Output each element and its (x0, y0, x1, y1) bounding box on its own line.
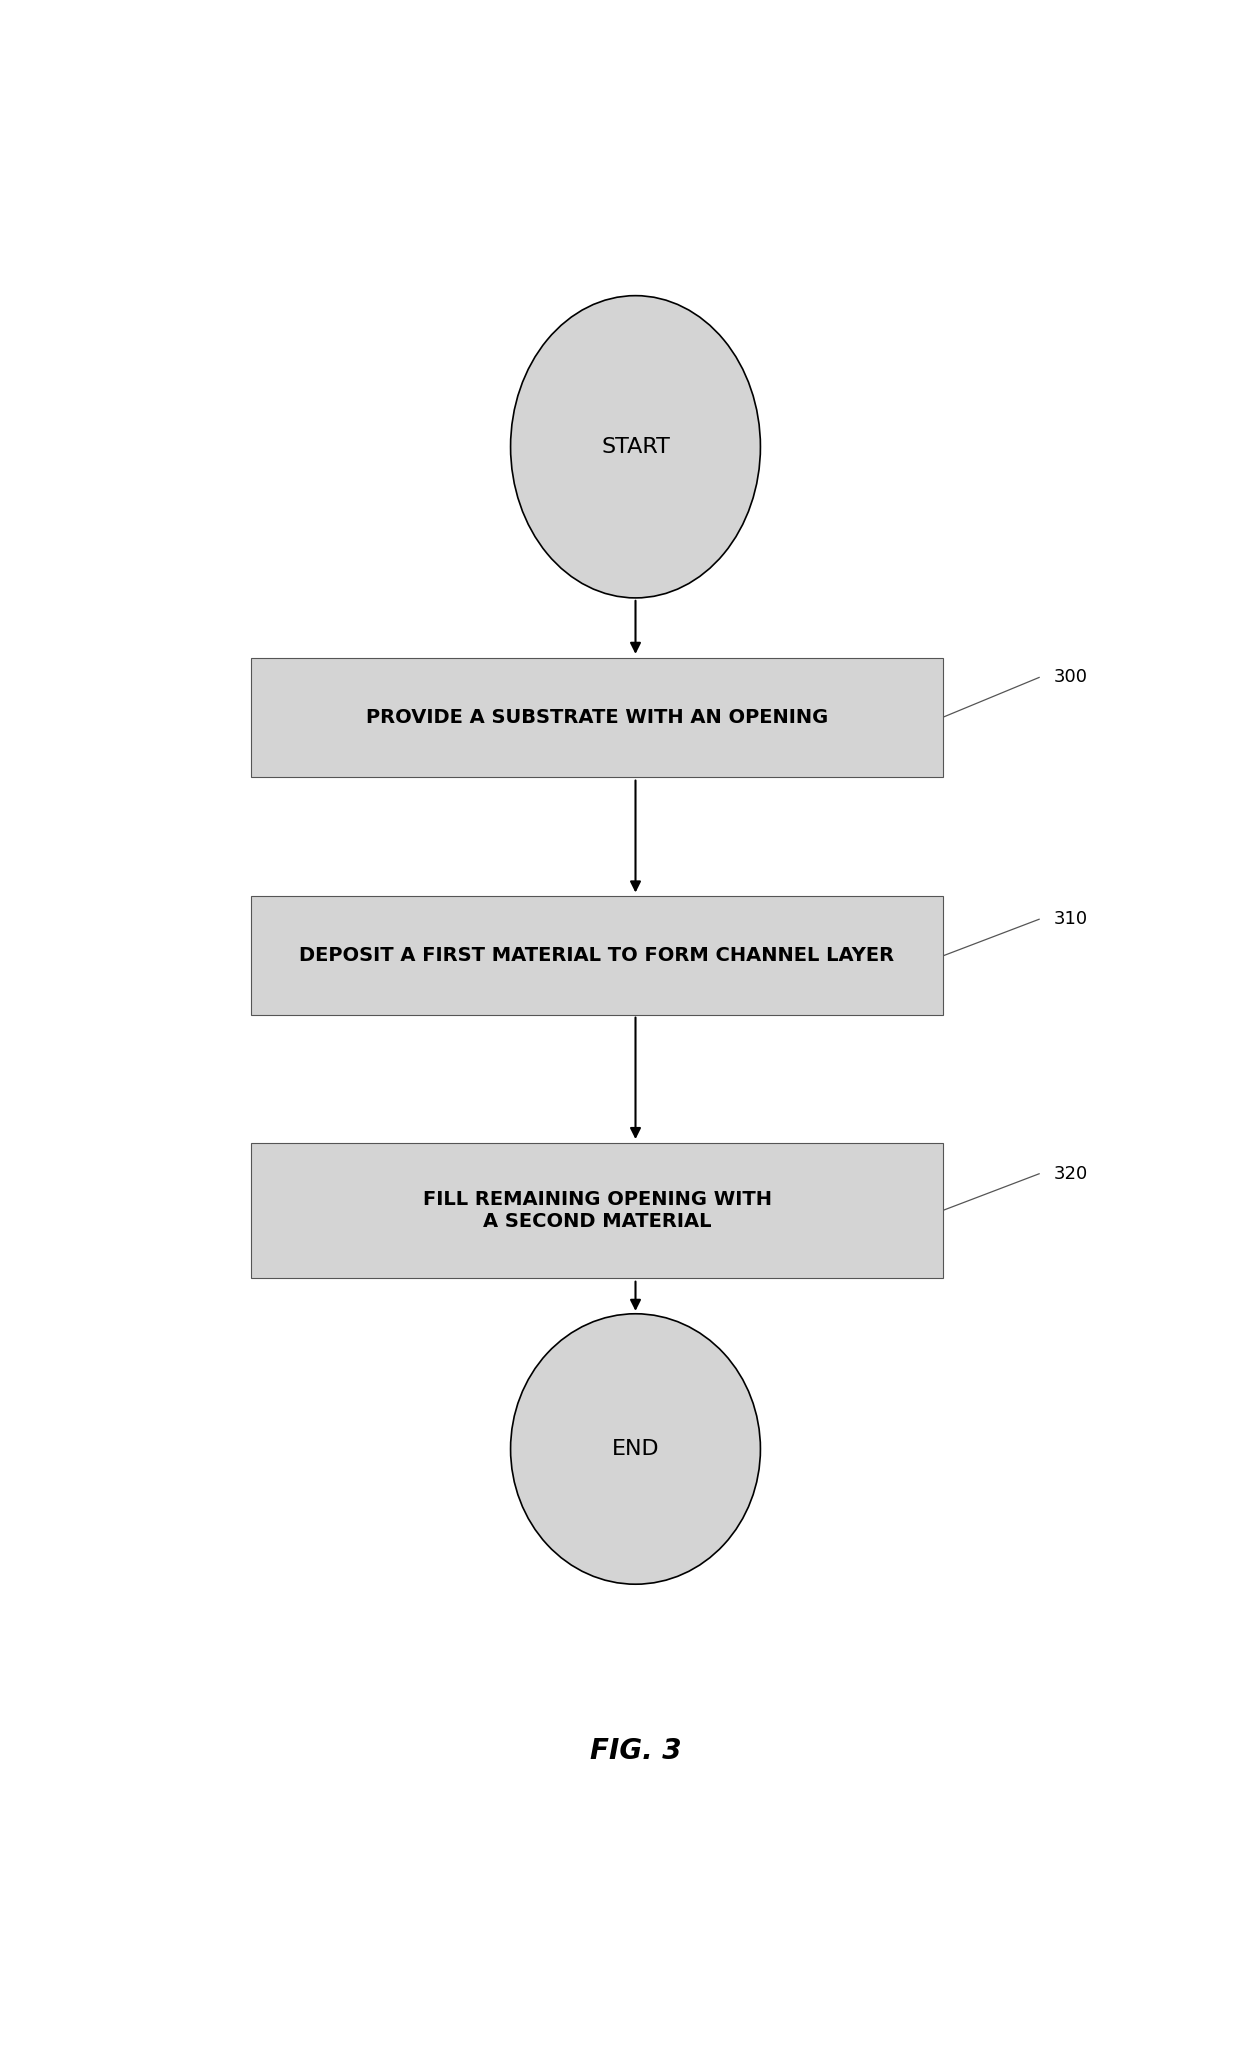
Text: 310: 310 (1054, 911, 1087, 928)
Text: DEPOSIT A FIRST MATERIAL TO FORM CHANNEL LAYER: DEPOSIT A FIRST MATERIAL TO FORM CHANNEL… (300, 946, 894, 965)
FancyBboxPatch shape (250, 657, 944, 777)
Text: FIG. 3: FIG. 3 (590, 1738, 681, 1764)
FancyBboxPatch shape (250, 897, 944, 1016)
Text: START: START (601, 436, 670, 457)
Text: 300: 300 (1054, 669, 1087, 686)
FancyBboxPatch shape (250, 1142, 944, 1279)
Ellipse shape (511, 295, 760, 597)
Text: PROVIDE A SUBSTRATE WITH AN OPENING: PROVIDE A SUBSTRATE WITH AN OPENING (366, 709, 828, 727)
Text: FILL REMAINING OPENING WITH
A SECOND MATERIAL: FILL REMAINING OPENING WITH A SECOND MAT… (423, 1190, 771, 1231)
Ellipse shape (511, 1314, 760, 1585)
Text: END: END (611, 1440, 660, 1459)
Text: 320: 320 (1054, 1165, 1087, 1182)
